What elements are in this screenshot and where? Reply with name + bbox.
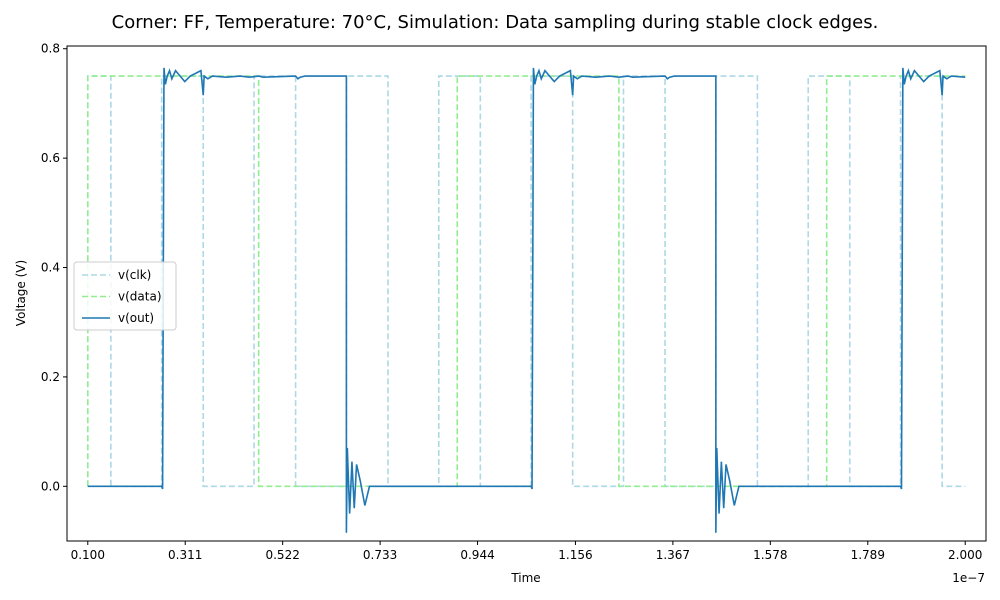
x-tick-label: 0.733	[363, 548, 397, 562]
x-tick-label: 0.944	[460, 548, 494, 562]
series-line-2	[87, 67, 966, 533]
series-line-0	[86, 75, 966, 488]
x-tick-label: 0.311	[168, 548, 202, 562]
y-axis-label: Voltage (V)	[14, 260, 28, 326]
y-tick-label: 0.6	[41, 151, 60, 165]
x-axis-label: Time	[510, 571, 540, 585]
x-tick-label: 2.000	[948, 548, 982, 562]
legend: v(clk) v(data) v(out)	[73, 261, 177, 331]
series-line-1	[86, 75, 966, 488]
legend-label-0: v(clk)	[118, 268, 151, 282]
x-tick-label: 1.578	[753, 548, 787, 562]
x-axis: 0.100 0.311 0.522 0.733 0.944 1.156 1.367 1.578…	[71, 541, 982, 562]
x-tick-label: 1.156	[558, 548, 592, 562]
legend-label-2: v(out)	[118, 311, 154, 325]
x-tick-label: 0.522	[265, 548, 299, 562]
legend-label-1: v(data)	[118, 290, 162, 304]
y-tick-label: 0.0	[41, 479, 60, 493]
y-tick-label: 0.8	[41, 42, 60, 56]
x-tick-label: 1.367	[656, 548, 690, 562]
series-layer	[86, 67, 966, 533]
x-offset-text: 1e−7	[952, 571, 985, 585]
x-tick-label: 1.789	[851, 548, 885, 562]
y-tick-label: 0.2	[41, 370, 60, 384]
plot-area	[66, 45, 987, 542]
y-axis: 0.0 0.2 0.4 0.6 0.8	[41, 42, 67, 493]
legend-box	[73, 261, 177, 331]
x-tick-label: 0.100	[71, 548, 105, 562]
y-tick-label: 0.4	[41, 261, 60, 275]
plot-frame	[66, 45, 987, 542]
chart-title: Corner: FF, Temperature: 70°C, Simulatio…	[112, 12, 879, 33]
